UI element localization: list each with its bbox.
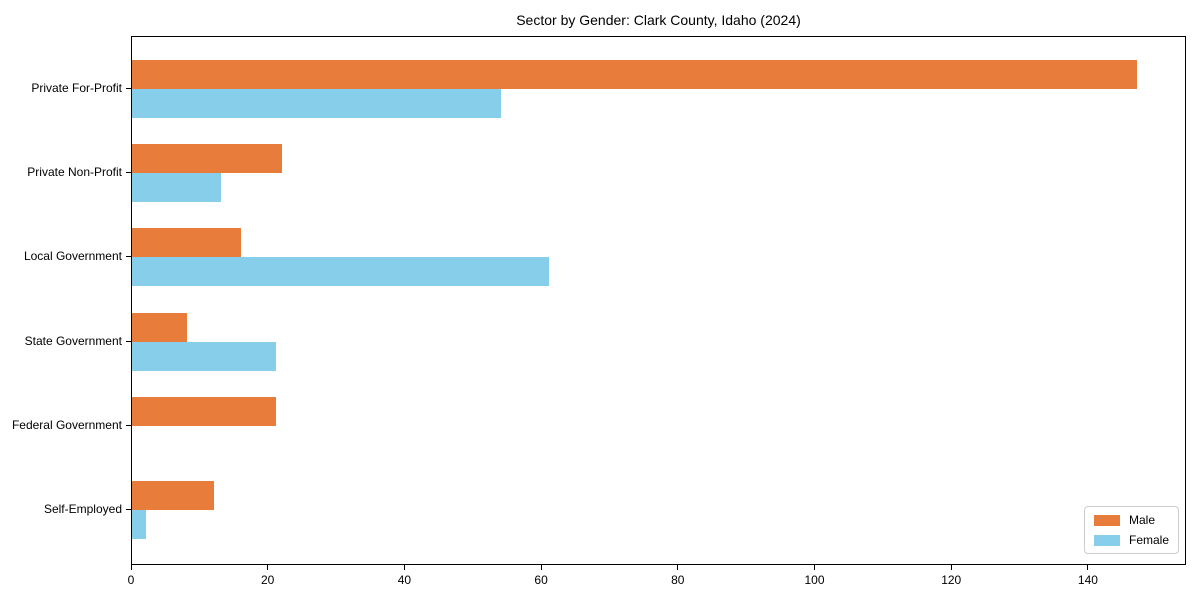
y-tick-mark (126, 509, 131, 510)
x-tick-label-60: 60 (534, 573, 548, 587)
x-tick-label-20: 20 (261, 573, 275, 587)
y-tick-mark (126, 256, 131, 258)
x-tick-label-100: 100 (804, 573, 825, 587)
x-tick-mark (267, 565, 269, 570)
y-tick-label-private-non-profit: Private Non-Profit (27, 165, 122, 180)
legend-swatch-female-icon (1093, 534, 1120, 546)
x-tick-mark (130, 565, 132, 570)
bar-male-private-non-profit (132, 144, 283, 174)
x-tick-label-120: 120 (941, 573, 962, 587)
bar-female-private-for-profit (132, 89, 502, 118)
bar-female-local-government (132, 257, 549, 287)
legend-item-female: Female (1093, 533, 1169, 547)
bar-male-state-government (132, 312, 187, 342)
y-tick-label-state-government: State Government (24, 333, 122, 348)
legend-swatch-male-icon (1093, 514, 1120, 526)
y-tick-label-federal-government: Federal Government (11, 417, 122, 432)
x-tick-mark (1087, 565, 1089, 570)
legend-label-female: Female (1128, 533, 1169, 547)
x-tick-label-140: 140 (1077, 573, 1098, 587)
bar-female-private-non-profit (132, 173, 221, 203)
plot-area: Male Female (131, 36, 1186, 565)
x-tick-label-0: 0 (127, 573, 135, 587)
bar-male-local-government (132, 228, 242, 258)
y-tick-mark (126, 88, 131, 89)
x-tick-label-80: 80 (671, 573, 685, 587)
y-tick-label-self-employed: Self-Employed (43, 502, 122, 516)
legend-item-male: Male (1093, 513, 1169, 527)
y-tick-label-private-for-profit: Private For-Profit (31, 81, 122, 95)
bar-female-state-government (132, 341, 276, 371)
x-tick-mark (540, 565, 542, 570)
legend-label-male: Male (1128, 513, 1155, 527)
x-tick-mark (950, 565, 952, 570)
x-tick-mark (677, 565, 679, 570)
bar-male-federal-government (132, 396, 276, 426)
x-tick-label-40: 40 (397, 573, 412, 587)
y-tick-mark (126, 172, 131, 174)
x-tick-mark (814, 565, 815, 570)
bar-male-private-for-profit (132, 60, 1137, 89)
y-tick-mark (126, 424, 131, 426)
y-tick-label-local-government: Local Government (23, 249, 122, 264)
legend: Male Female (1083, 506, 1179, 554)
chart-title: Sector by Gender: Clark County, Idaho (2… (516, 12, 801, 28)
bar-male-self-employed (132, 481, 215, 510)
x-tick-mark (403, 565, 405, 570)
y-tick-mark (126, 340, 131, 342)
bar-female-self-employed (132, 510, 146, 539)
